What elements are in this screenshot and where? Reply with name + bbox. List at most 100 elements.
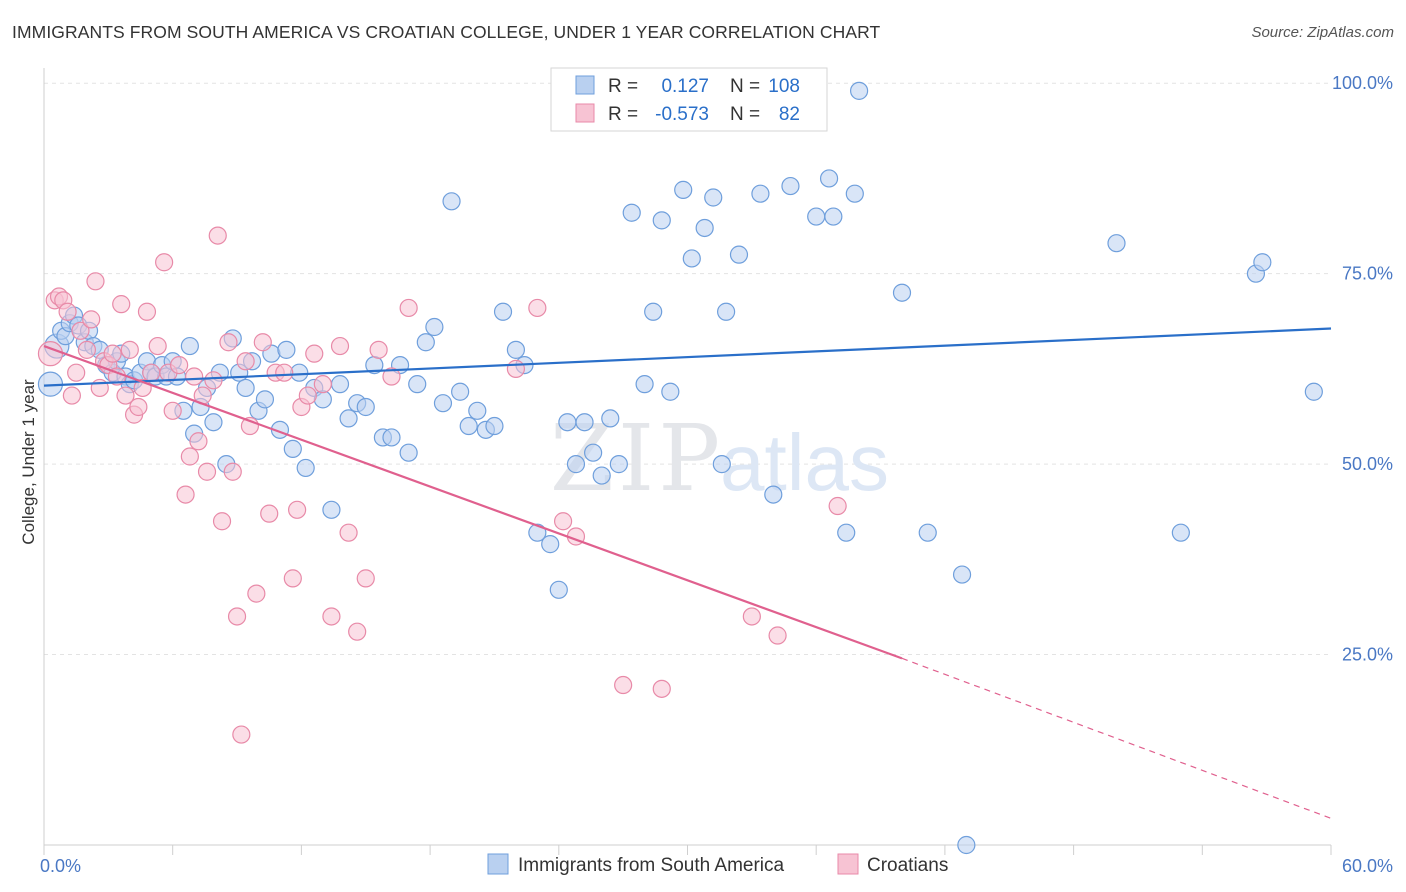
point-croatians-25 <box>155 253 174 272</box>
point-croatians-37 <box>212 512 232 531</box>
point-immigrants-50 <box>339 409 358 428</box>
point-croatians-40 <box>227 607 247 626</box>
point-immigrants-60 <box>425 317 444 337</box>
point-immigrants-65 <box>468 401 487 420</box>
point-croatians-20 <box>129 397 148 417</box>
point-immigrants-77 <box>584 443 603 462</box>
point-immigrants-45 <box>296 458 315 478</box>
point-immigrants-95 <box>781 176 800 196</box>
point-croatians-39 <box>223 462 242 481</box>
point-immigrants-62 <box>442 192 461 211</box>
stats-legend-swatch-pink <box>575 103 595 123</box>
trend-line-immigrants <box>43 327 1332 387</box>
point-croatians-65 <box>553 512 573 531</box>
point-croatians-28 <box>170 355 189 375</box>
point-croatians-32 <box>189 432 208 451</box>
point-immigrants-78 <box>592 466 611 485</box>
point-immigrants-82 <box>635 375 654 394</box>
trend-line-croatians-extension <box>901 657 1332 819</box>
point-croatians-8 <box>77 340 97 359</box>
point-immigrants-88 <box>695 218 714 238</box>
point-immigrants-31 <box>204 413 223 432</box>
point-croatians-23 <box>142 363 161 382</box>
point-immigrants-72 <box>541 535 560 554</box>
stats-legend-swatch-blue <box>575 75 595 95</box>
stats-n-value-blue: 108 <box>768 76 800 97</box>
point-croatians-53 <box>305 344 324 363</box>
point-immigrants-96 <box>807 207 826 226</box>
point-croatians-50 <box>288 500 307 519</box>
point-immigrants-102 <box>892 283 912 302</box>
stats-r-label-pink: R = <box>608 104 638 125</box>
point-immigrants-84 <box>652 211 671 230</box>
point-immigrants-109 <box>1253 253 1272 272</box>
point-immigrants-48 <box>322 500 341 519</box>
point-immigrants-103 <box>918 523 937 542</box>
point-croatians-36 <box>208 226 227 245</box>
point-croatians-31 <box>185 367 204 386</box>
stats-r-value-blue: 0.127 <box>661 76 709 97</box>
point-immigrants-94 <box>764 485 783 504</box>
point-immigrants-105 <box>957 835 976 855</box>
point-croatians-14 <box>103 344 122 363</box>
point-immigrants-55 <box>382 428 401 447</box>
point-croatians-64 <box>506 359 526 378</box>
point-immigrants-43 <box>283 439 302 458</box>
point-immigrants-90 <box>712 455 731 474</box>
trend-layer <box>43 327 1332 819</box>
point-immigrants-52 <box>356 397 375 417</box>
legend-label-immigrants: Immigrants from South America <box>518 855 785 876</box>
point-immigrants-107 <box>1171 523 1190 542</box>
point-croatians-17 <box>116 386 135 405</box>
point-immigrants-68 <box>493 302 513 321</box>
y-tick-label-3: 100.0% <box>1332 73 1393 93</box>
watermark-atlas: atlas <box>720 418 889 507</box>
point-immigrants-99 <box>837 523 856 542</box>
point-croatians-56 <box>330 336 350 356</box>
point-croatians-61 <box>382 367 401 386</box>
point-croatians-35 <box>204 371 223 390</box>
point-croatians-41 <box>232 725 251 744</box>
point-immigrants-47 <box>313 390 332 409</box>
point-croatians-48 <box>275 363 294 382</box>
point-immigrants-71 <box>528 523 547 542</box>
x-tick-label-0: 0.0% <box>40 856 81 876</box>
point-immigrants-57 <box>399 443 418 462</box>
point-immigrants-101 <box>849 81 869 100</box>
chart-title: IMMIGRANTS FROM SOUTH AMERICA VS CROATIA… <box>12 22 881 42</box>
point-immigrants-89 <box>704 188 723 207</box>
legend-label-croatians: Croatians <box>867 855 948 876</box>
point-croatians-67 <box>614 675 633 695</box>
y-tick-label-0: 25.0% <box>1342 645 1393 665</box>
y-axis-label: College, Under 1 year <box>19 379 38 545</box>
point-immigrants-91 <box>717 302 736 321</box>
point-immigrants-42 <box>277 340 296 359</box>
point-croatians-59 <box>356 569 375 588</box>
point-immigrants-58 <box>408 375 427 394</box>
point-croatians-34 <box>197 462 217 481</box>
point-croatians-4 <box>58 302 77 321</box>
point-immigrants-79 <box>601 409 620 428</box>
point-croatians-9 <box>82 310 101 329</box>
point-immigrants-93 <box>751 184 770 203</box>
legend-swatch-immigrants <box>487 853 509 875</box>
x-tick-label-1: 60.0% <box>1342 856 1393 876</box>
chart-source: Source: ZipAtlas.com <box>1251 24 1394 41</box>
point-croatians-29 <box>176 485 195 504</box>
point-croatians-60 <box>369 340 388 359</box>
point-immigrants-49 <box>330 375 350 394</box>
legend-swatch-croatians <box>837 853 859 875</box>
point-croatians-57 <box>339 523 358 542</box>
point-immigrants-63 <box>451 382 470 401</box>
point-immigrants-83 <box>644 302 663 321</box>
point-croatians-71 <box>828 496 847 516</box>
point-immigrants-100 <box>845 184 864 203</box>
axis-layer <box>43 68 1332 855</box>
y-tick-label-2: 75.0% <box>1342 264 1393 284</box>
point-croatians-18 <box>120 340 139 359</box>
point-immigrants-85 <box>661 382 680 401</box>
point-immigrants-80 <box>609 455 628 474</box>
point-croatians-68 <box>652 679 671 698</box>
point-immigrants-36 <box>236 378 255 398</box>
